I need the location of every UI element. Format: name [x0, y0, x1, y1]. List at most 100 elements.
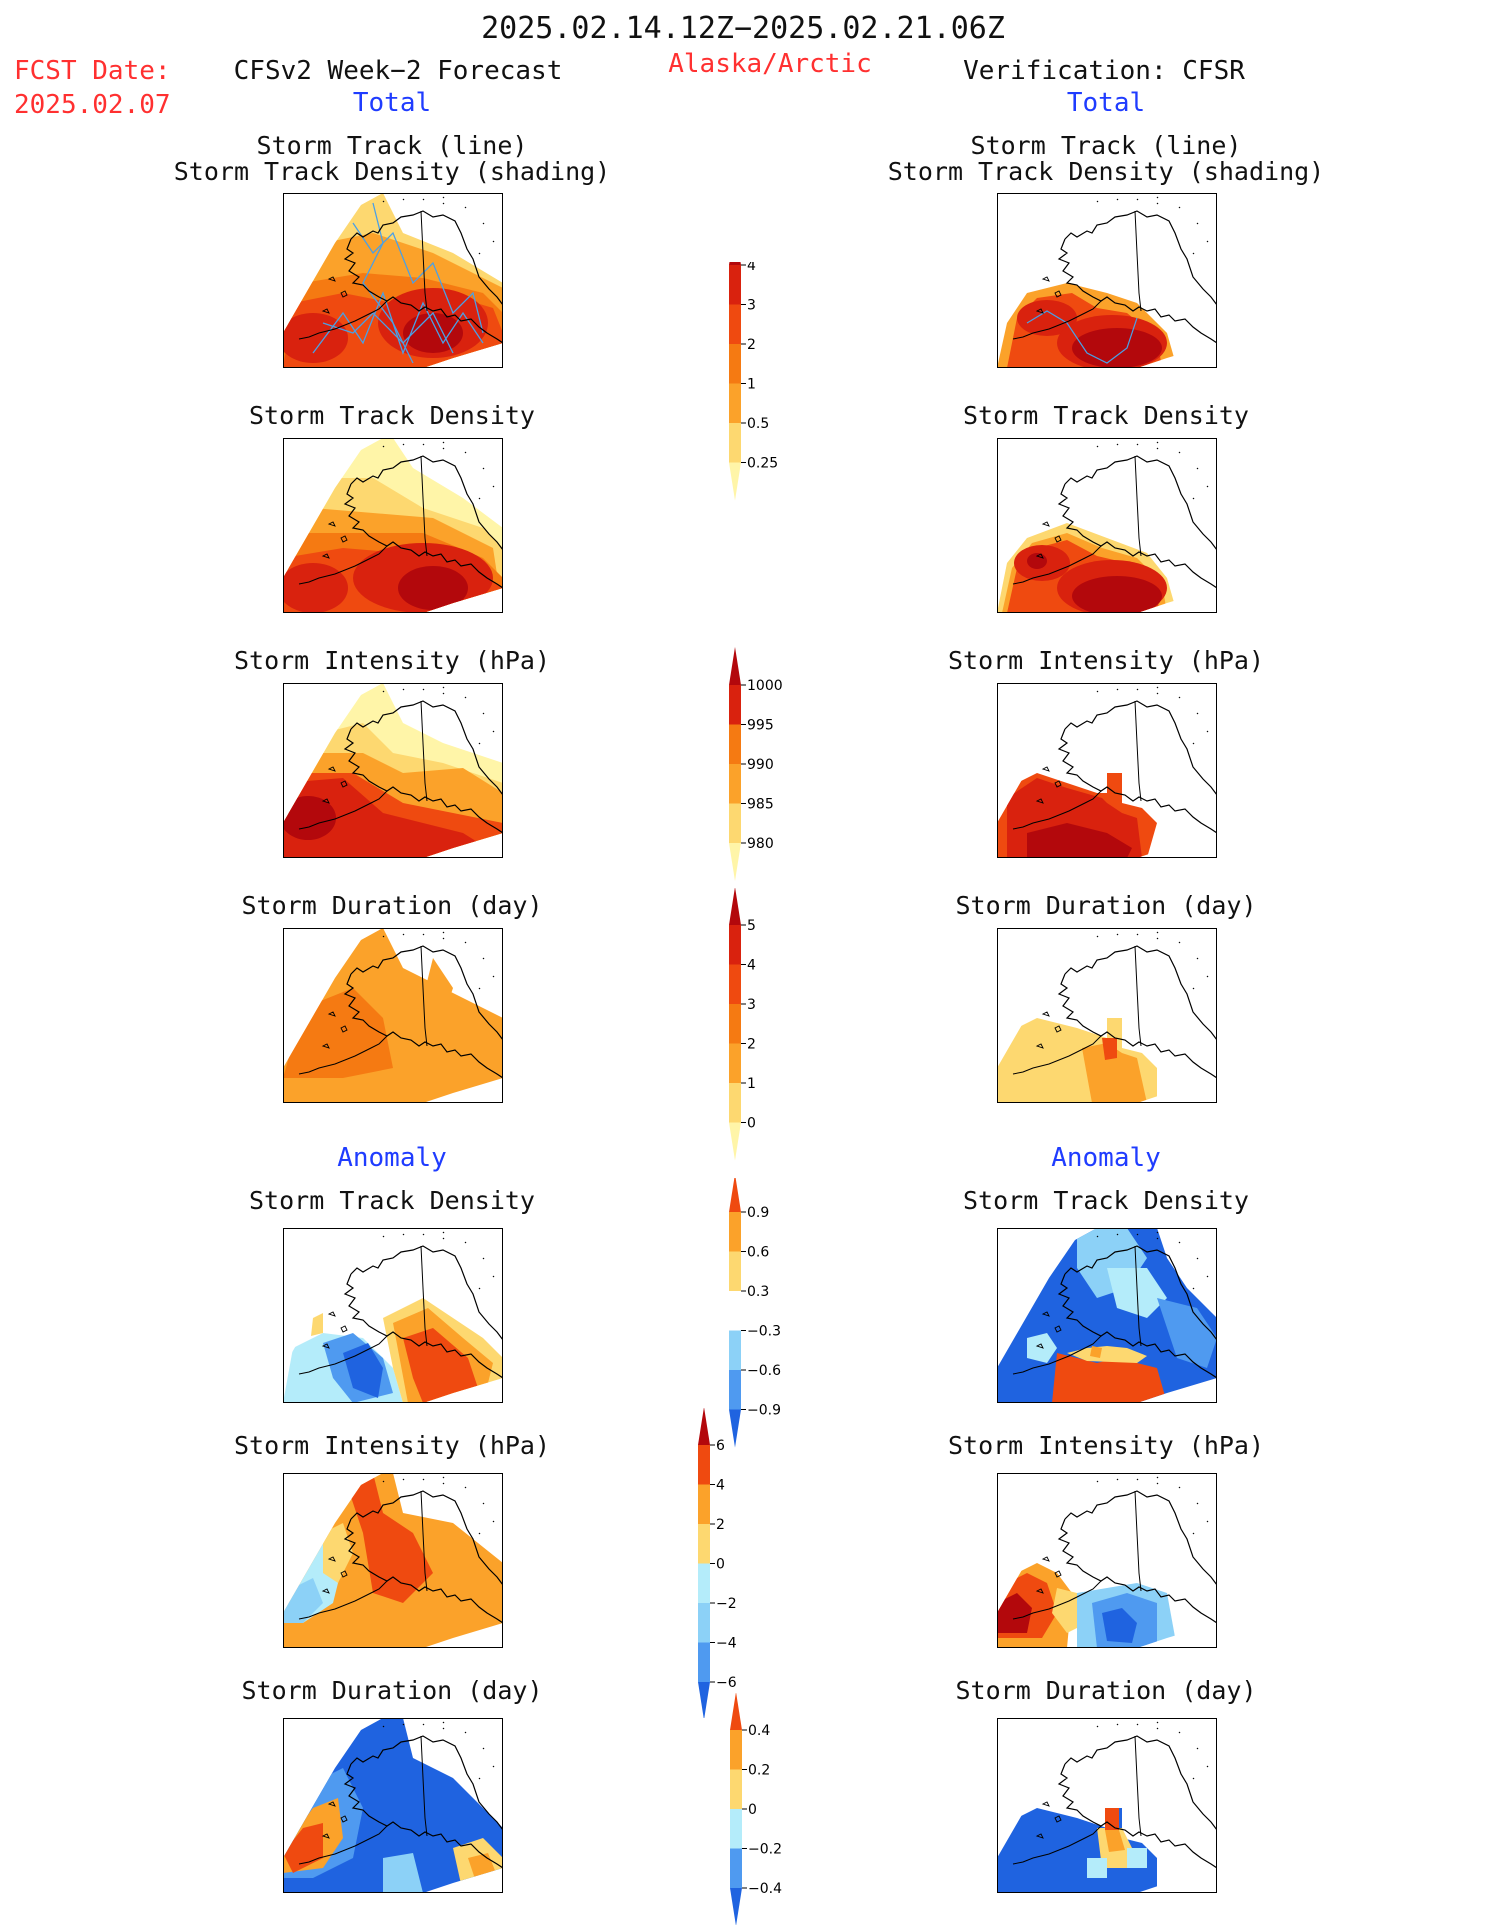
colorbar_total_intensity-bin-0: [729, 647, 741, 685]
right-density-panel: [997, 438, 1217, 613]
colorbar_total_density-tick-label-5: 0.25: [747, 456, 778, 472]
left-anomaly-label: Anomaly: [337, 1143, 447, 1173]
colorbar_total_duration-bin-4: [729, 1043, 741, 1083]
left-anom-duration-title: Storm Duration (day): [241, 1676, 543, 1705]
colorbar_anom_duration-bin-0: [730, 1692, 742, 1730]
colorbar_anom_duration-bin-5: [730, 1888, 742, 1926]
colorbar_anom_duration-tick-label-4: −0.4: [748, 1881, 782, 1897]
valid-period-title: 2025.02.14.12Z−2025.02.21.06Z: [481, 11, 1005, 46]
colorbar_total_density-bin-3: [729, 344, 741, 384]
colorbar_anom_intensity-bin-1: [698, 1445, 710, 1485]
left-intensity-title: Storm Intensity (hPa): [233, 646, 551, 675]
colorbar_total_intensity-bin-5: [729, 843, 741, 881]
colorbar_total_duration-bin-0: [729, 887, 741, 925]
left-track-line-title: Storm Track (line): [256, 131, 528, 160]
colorbar_anom_duration-bin-4: [730, 1848, 742, 1888]
right-track-line-title: Storm Track (line): [970, 131, 1242, 160]
right-anom-intensity-title: Storm Intensity (hPa): [947, 1431, 1265, 1460]
colorbar_total_density-bin-6: [729, 462, 741, 501]
right-density-title: Storm Track Density: [963, 401, 1249, 430]
colorbar_anom_intensity-bin-6: [698, 1642, 710, 1682]
colorbar_anom_duration-bin-1: [730, 1730, 742, 1770]
colorbar_anom_density-tick-label-0: 0.9: [747, 1205, 769, 1221]
colorbar_total_intensity-tick-label-1: 995: [747, 718, 774, 734]
left-duration-title: Storm Duration (day): [241, 891, 543, 920]
colorbar_total_density-tick-label-2: 2: [747, 337, 756, 353]
colorbar_anom_density-bin-4: [729, 1330, 741, 1370]
colorbar_anom_duration-tick-label-3: −0.2: [748, 1842, 782, 1858]
colorbar-total-intensity: 1000 995 990 985 980: [726, 645, 806, 890]
colorbar_total_duration-tick-label-5: 0: [747, 1116, 756, 1132]
right-intensity-title: Storm Intensity (hPa): [947, 646, 1265, 675]
left-anom-duration-panel: [283, 1718, 503, 1893]
colorbar_total_duration-tick-label-2: 3: [747, 997, 756, 1013]
right-duration-title: Storm Duration (day): [955, 891, 1257, 920]
colorbar_anom_intensity-bin-5: [698, 1603, 710, 1643]
colorbar_total_density-svg: 4 3 2 1 0.5 0.25: [729, 227, 778, 501]
colorbar_total_intensity-tick-label-3: 985: [747, 797, 774, 813]
colorbar_total_duration-bin-6: [729, 1122, 741, 1161]
colorbar_total_intensity-bin-4: [729, 803, 741, 843]
colorbar_anom_density-tick-label-4: −0.6: [747, 1363, 781, 1379]
colorbar_anom_density-tick-label-5: −0.9: [747, 1403, 781, 1419]
right-anom-density-panel: [997, 1228, 1217, 1403]
colorbar-anom-intensity: 6 4 2 0 −2 −4 −6: [695, 1407, 775, 1720]
colorbar-anom-duration: 0.4 0.2 0 −0.2 −0.4: [727, 1692, 807, 1926]
colorbar_anom_density-svg: 0.9 0.6 0.3 −0.3 −0.6 −0.9: [729, 1174, 781, 1448]
colorbar_total_duration-svg: 5 4 3 2 1 0: [729, 887, 756, 1161]
colorbar_anom_intensity-bin-2: [698, 1484, 710, 1524]
colorbar_anom_intensity-bin-7: [698, 1682, 710, 1720]
colorbar_total_intensity-bin-1: [729, 685, 741, 725]
verification-label: Verification: CFSR: [963, 56, 1245, 86]
colorbar_anom_duration-bin-2: [730, 1769, 742, 1809]
colorbar_anom_duration-svg: 0.4 0.2 0 −0.2 −0.4: [730, 1692, 782, 1926]
left-track-shading-title: Storm Track Density (shading): [173, 157, 611, 186]
fcst-date-label: FCST Date:: [14, 56, 171, 86]
colorbar_anom_intensity-tick-label-4: −2: [716, 1596, 737, 1612]
colorbar_anom_intensity-tick-label-2: 2: [716, 1517, 725, 1533]
left-total-label: Total: [352, 88, 432, 118]
left-intensity-panel: [283, 683, 503, 858]
colorbar_anom_density-bin-1: [729, 1212, 741, 1252]
colorbar_total_density-bin-2: [729, 304, 741, 344]
colorbar_anom_density-bin-3: [729, 1291, 741, 1331]
colorbar_anom_density-tick-label-3: −0.3: [747, 1324, 781, 1340]
colorbar_total_duration-tick-label-3: 2: [747, 1037, 756, 1053]
colorbar_total_intensity-bin-3: [729, 764, 741, 804]
colorbar_total_density-bin-5: [729, 423, 741, 463]
colorbar-total-density: 4 3 2 1 0.5 0.25: [726, 227, 806, 547]
colorbar_total_density-tick-label-3: 1: [747, 377, 756, 393]
colorbar_total_duration-tick-label-4: 1: [747, 1076, 756, 1092]
colorbar_anom_intensity-tick-label-1: 4: [716, 1478, 725, 1494]
colorbar_total_intensity-svg: 1000 995 990 985 980: [729, 647, 783, 881]
colorbar_anom_density-bin-5: [729, 1370, 741, 1410]
left-anom-density-title: Storm Track Density: [249, 1186, 535, 1215]
colorbar_total_intensity-bin-2: [729, 724, 741, 764]
left-track-panel: [283, 193, 503, 368]
colorbar_total_density-bin-0: [729, 227, 741, 265]
left-density-panel: [283, 438, 503, 613]
colorbar_anom_density-bin-0: [729, 1174, 741, 1212]
colorbar_anom_intensity-bin-0: [698, 1407, 710, 1445]
fcst-date-value: 2025.02.07: [14, 90, 171, 120]
colorbar_total_density-tick-label-0: 4: [747, 262, 756, 274]
left-anom-intensity-title: Storm Intensity (hPa): [233, 1431, 551, 1460]
colorbar_anom_intensity-tick-label-5: −4: [716, 1636, 737, 1652]
colorbar_anom_intensity-tick-label-0: 6: [716, 1438, 725, 1454]
model-label: CFSv2 Week−2 Forecast: [233, 56, 563, 86]
colorbar_total_duration-bin-1: [729, 925, 741, 965]
colorbar_total_duration-tick-label-0: 5: [747, 918, 756, 934]
colorbar_total_duration-bin-3: [729, 1004, 741, 1044]
region-label: Alaska/Arctic: [668, 49, 872, 79]
colorbar_total_duration-bin-2: [729, 964, 741, 1004]
right-anom-duration-title: Storm Duration (day): [955, 1676, 1257, 1705]
colorbar_total_intensity-tick-label-2: 990: [747, 757, 774, 773]
right-anom-density-title: Storm Track Density: [963, 1186, 1249, 1215]
colorbar_anom_duration-tick-label-0: 0.4: [748, 1723, 770, 1739]
colorbar_total_density-tick-label-4: 0.5: [747, 416, 769, 432]
colorbar_total_duration-bin-5: [729, 1083, 741, 1123]
colorbar-total-duration: 5 4 3 2 1 0: [726, 887, 806, 1173]
colorbar_anom_density-tick-label-2: 0.3: [747, 1284, 769, 1300]
left-density-title: Storm Track Density: [249, 401, 535, 430]
colorbar_anom_intensity-tick-label-3: 0: [716, 1557, 725, 1573]
